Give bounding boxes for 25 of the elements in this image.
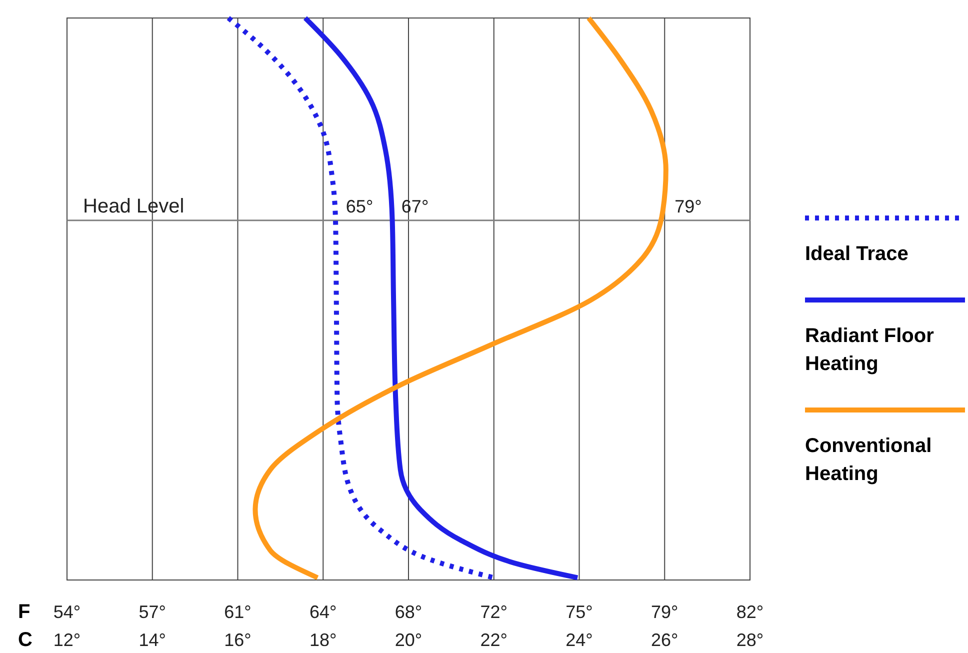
x2-tick-label: 57°	[138, 602, 166, 622]
x2-tick-label: 54°	[53, 602, 81, 622]
x-tick-label: 22°	[480, 630, 508, 650]
x-tick-label: 16°	[224, 630, 252, 650]
x2-tick-label: 61°	[224, 602, 252, 622]
text: Radiant Floor Heating	[805, 325, 934, 375]
x2-tick-label: 75°	[566, 602, 593, 622]
x-tick-label: 28°	[736, 630, 764, 650]
annotation: 79°	[674, 196, 702, 216]
x2-tick-label: 64°	[310, 602, 337, 622]
x2-tick-label: 79°	[651, 602, 678, 622]
x2-tick-label: 72°	[480, 602, 508, 622]
x-tick-label: 18°	[310, 630, 337, 650]
x2-tick-label: 68°	[394, 602, 422, 622]
x2-tick-label: 82°	[736, 602, 764, 622]
x-tick-label: 26°	[651, 630, 678, 650]
text: Ideal Trace	[805, 243, 908, 265]
x-tick-label: 14°	[138, 630, 166, 650]
x2-axis-title: F	[18, 601, 30, 623]
text: Conventional Heating	[805, 435, 932, 485]
x-tick-label: 24°	[566, 630, 593, 650]
x-tick-label: 12°	[53, 630, 81, 650]
x-axis-title: C	[18, 629, 32, 651]
x-tick-label: 20°	[394, 630, 422, 650]
annotation: 65°	[346, 196, 374, 216]
